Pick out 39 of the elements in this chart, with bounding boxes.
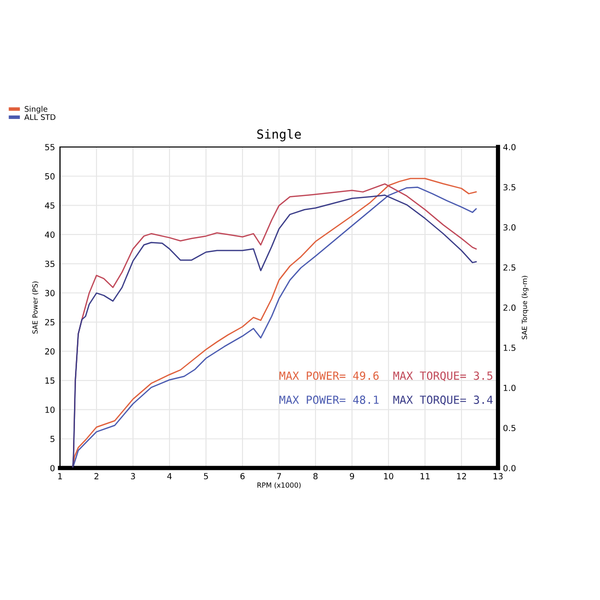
x-tick-label: 13 <box>494 473 503 480</box>
x-tick-label: 5 <box>204 473 208 480</box>
y-tick-label: 50 <box>45 173 55 180</box>
x-tick-label: 8 <box>313 473 318 480</box>
y2-tick-label: 2.5 <box>503 264 516 271</box>
y-tick-label: 5 <box>50 436 54 442</box>
annotation: MAX TORQUE= 3.5 <box>393 371 492 382</box>
x-tick-label: 4 <box>167 473 172 480</box>
y-tick-label: 40 <box>44 232 55 238</box>
chart-title: Single <box>257 129 301 142</box>
y-tick-label: 20 <box>45 348 55 355</box>
x-tick-label: 7 <box>277 473 281 480</box>
y-tick-label: 55 <box>45 144 54 150</box>
y-tick-label: 10 <box>45 406 55 413</box>
y-tick-label: 30 <box>45 290 55 296</box>
y-tick-label: 35 <box>45 260 54 268</box>
y2-tick-label: 2.0 <box>503 304 516 311</box>
y-tick-label: 25 <box>45 319 54 326</box>
x-tick-label: 10 <box>384 473 394 480</box>
annotation: MAX POWER= 48.1 <box>279 396 379 404</box>
y2-tick-label: 1.5 <box>504 344 516 351</box>
y2-tick-label: 1.0 <box>504 384 516 392</box>
x-tick-label: 2 <box>94 473 98 480</box>
x-tick-label: 12 <box>457 473 466 480</box>
x-tick-label: 6 <box>240 473 245 480</box>
x-tick-label: 11 <box>420 473 430 480</box>
y-tick-label: 15 <box>45 378 54 384</box>
y-tick-label: 0 <box>50 464 55 472</box>
y-tick-label: 45 <box>44 202 54 209</box>
x-tick-label: 1 <box>58 473 62 480</box>
x-tick-label: 3 <box>130 473 135 480</box>
y2-tick-label: 3.0 <box>503 224 516 231</box>
y2-tick-label: 0.5 <box>503 424 516 432</box>
annotation: MAX TORQUE= 3.4 <box>393 396 493 406</box>
y2-tick-label: 0.0 <box>503 464 516 472</box>
annotation: MAX POWER= 49.6 <box>279 371 379 380</box>
x-tick-label: 9 <box>350 473 354 480</box>
y2-tick-label: 3.5 <box>503 184 516 190</box>
y2-tick-label: 4.0 <box>503 144 516 150</box>
